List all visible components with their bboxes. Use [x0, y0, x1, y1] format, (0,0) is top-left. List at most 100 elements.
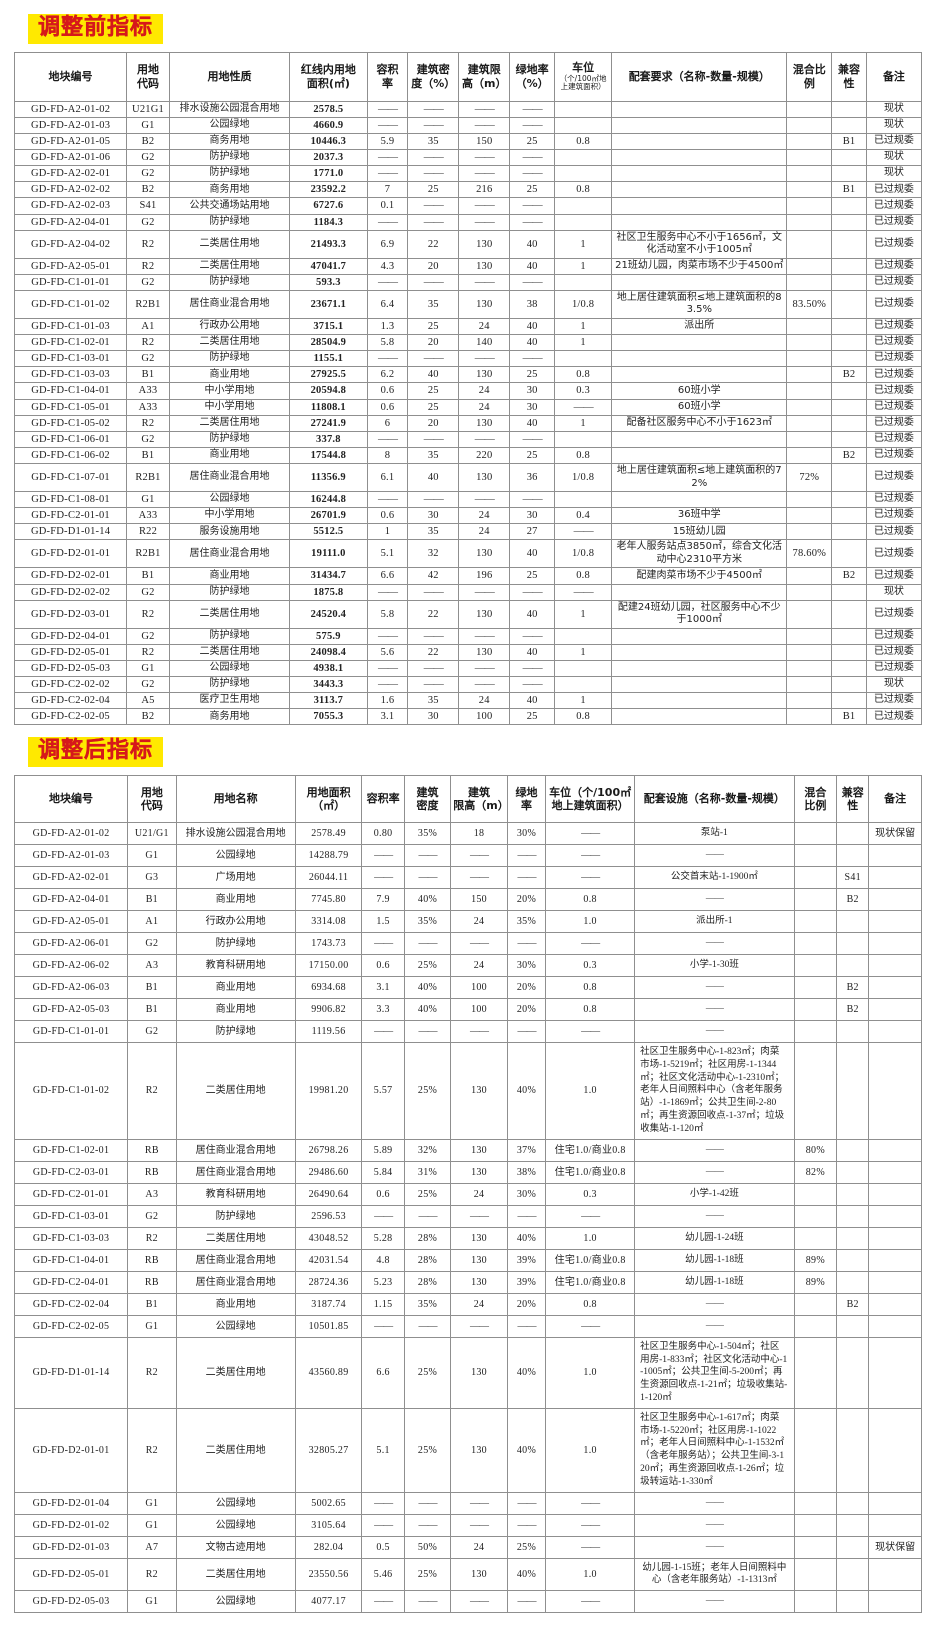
cell-3: 2578.49 [294, 822, 363, 845]
cell-8: 1.0 [545, 1226, 636, 1250]
empty-dash: —— [470, 872, 489, 883]
cell-11: B2 [836, 976, 870, 999]
cell-9: 幼儿园-1-18班 [634, 1248, 795, 1272]
cell-10 [793, 1590, 838, 1614]
cell-11 [836, 1407, 870, 1493]
table-before-body: GD-FD-A2-01-02 U21G1 排水设施公园混合用地 2578.5 —— —— —… [13, 100, 923, 726]
cell-6: 24 [458, 398, 511, 416]
cell-8 [554, 627, 613, 645]
table-row: GD-FD-C2-02-05 B2 商务用地 7055.3 3.1 30 100 25 0.8 B… [13, 708, 923, 726]
cell-4: 5.23 [361, 1270, 405, 1294]
cell-10: 89% [793, 1248, 838, 1272]
cell-9: 配建24班幼儿园，社区服务中心不少于1000㎡ [611, 599, 788, 629]
cell-7: 25 [509, 567, 556, 585]
cell-3: 26490.64 [294, 1182, 363, 1206]
cell-8: 住宅1.0/商业0.8 [545, 1270, 636, 1294]
table-row: GD-FD-A2-04-02 R2 二类居住用地 21493.3 6.9 22 130 40 1… [13, 229, 923, 259]
cell-6: —— [458, 213, 511, 231]
table-row: GD-FD-A2-02-02 B2 商务用地 23592.2 7 25 216 25 0.8 B1… [13, 181, 923, 199]
cell-12: 已过规委 [865, 643, 923, 661]
cell-3: 10446.3 [289, 132, 368, 151]
table-row: GD-FD-C1-03-03 R2 二类居住用地 43048.52 5.28 28% 130… [13, 1226, 922, 1250]
cell-6: 150 [458, 132, 511, 151]
cell-3: 32805.27 [294, 1407, 363, 1493]
cell-11 [831, 197, 867, 215]
table-after-header: 地块编号 用地 代码 用地名称 用地面积 （㎡） 容积率 建筑 密度 建筑 限高（m） … [13, 775, 922, 823]
cell-8: 1 [554, 333, 613, 352]
cell-7: —— [509, 627, 556, 645]
cell-2: 中小学用地 [168, 398, 291, 416]
cell-12: 已过规委 [865, 446, 923, 465]
table-row: GD-FD-A2-01-02 U21/G1 排水设施公园混合用地 2578.49 0.8… [13, 822, 922, 845]
cell-1: B1 [126, 446, 170, 465]
cell-3: 26044.11 [294, 866, 363, 889]
cell-1: B2 [126, 132, 170, 151]
cell-8: —— [545, 1204, 636, 1228]
empty-dash: —— [705, 1144, 724, 1155]
cell-11 [836, 1160, 870, 1184]
empty-dash: —— [377, 216, 398, 228]
cell-8: —— [554, 523, 613, 541]
cell-9: —— [634, 1513, 795, 1537]
col-facility-req: 配套要求（名称-数量-规模） [611, 51, 788, 102]
table-row: GD-FD-C2-02-05 G1 公园绿地 10501.85 —— —— —— —— —— —— [13, 1314, 922, 1338]
cell-5: —— [403, 1590, 452, 1614]
empty-dash: —— [374, 1596, 393, 1608]
empty-dash: —— [581, 1497, 600, 1509]
empty-dash: —— [470, 1519, 489, 1531]
cell-11 [831, 229, 867, 259]
cell-4: 1.6 [366, 692, 409, 710]
cell-12: 已过规委 [865, 627, 923, 645]
cell-4: 7.9 [361, 888, 405, 911]
cell-1: G1 [127, 1491, 177, 1515]
cell-5: —— [403, 1314, 452, 1338]
cell-7: 20% [506, 998, 547, 1021]
cell-5: —— [403, 866, 452, 889]
cell-5: 35 [407, 692, 460, 710]
cell-12: 已过规委 [865, 490, 923, 509]
cell-3: 27241.9 [289, 414, 368, 432]
table-row: GD-FD-D2-05-01 R2 二类居住用地 23550.56 5.46 25% 130… [13, 1557, 922, 1592]
cell-8: 0.8 [545, 998, 636, 1021]
cell-7: 30 [509, 398, 556, 416]
cell-7: 40 [509, 333, 556, 352]
cell-1: G1 [126, 116, 170, 134]
cell-7: 40 [509, 692, 556, 710]
empty-dash: —— [581, 1320, 600, 1332]
cell-2: 防护绿地 [168, 213, 291, 231]
cell-6: —— [450, 1513, 508, 1537]
cell-11 [831, 539, 867, 569]
cell-9: —— [634, 1314, 795, 1338]
cell-0: GD-FD-D2-01-02 [13, 1513, 129, 1537]
table-row: GD-FD-C1-06-02 B1 商业用地 17544.8 8 35 220 25 0.8 B2… [13, 446, 923, 465]
cell-4: 6.9 [366, 229, 409, 259]
cell-11 [836, 1182, 870, 1206]
col-compatibility: 兼容性 [836, 775, 870, 823]
cell-5: 40% [403, 888, 452, 911]
header-row: 地块编号 用地 代码 用地性质 红线内用地 面积(㎡) 容积率 建筑密 度（%） 建筑… [13, 51, 923, 102]
cell-0: GD-FD-C2-03-01 [13, 1160, 129, 1184]
cell-10 [786, 675, 833, 694]
table-row: GD-FD-C1-01-01 G2 防护绿地 1119.56 —— —— —— —— —— —— [13, 1020, 922, 1043]
cell-11 [831, 100, 867, 118]
cell-1: A5 [126, 692, 170, 710]
cell-10 [793, 910, 838, 933]
cell-4: —— [366, 659, 409, 678]
cell-0: GD-FD-C1-01-02 [13, 1042, 129, 1140]
cell-9 [611, 627, 788, 645]
cell-9: 社区卫生服务中心不小于1656㎡，文化活动室不小于1005㎡ [611, 229, 788, 259]
table-before-indicators: 地块编号 用地 代码 用地性质 红线内用地 面积(㎡) 容积率 建筑密 度（%） 建筑… [13, 51, 923, 726]
cell-12 [868, 1160, 922, 1184]
cell-9 [611, 430, 788, 448]
cell-0: GD-FD-C1-02-01 [13, 333, 128, 352]
empty-dash: —— [522, 630, 543, 642]
table-row: GD-FD-D2-01-01 R2 二类居住用地 32805.27 5.1 25% 130 4… [13, 1407, 922, 1493]
empty-dash: —— [374, 1210, 393, 1222]
empty-dash: —— [374, 1519, 393, 1531]
cell-0: GD-FD-A2-01-03 [13, 844, 129, 867]
cell-2: 居住商业混合用地 [175, 1138, 296, 1162]
cell-5: —— [407, 350, 460, 368]
cell-0: GD-FD-C1-06-02 [13, 446, 128, 465]
cell-3: 2596.53 [294, 1204, 363, 1228]
cell-3: 6727.6 [289, 197, 368, 215]
